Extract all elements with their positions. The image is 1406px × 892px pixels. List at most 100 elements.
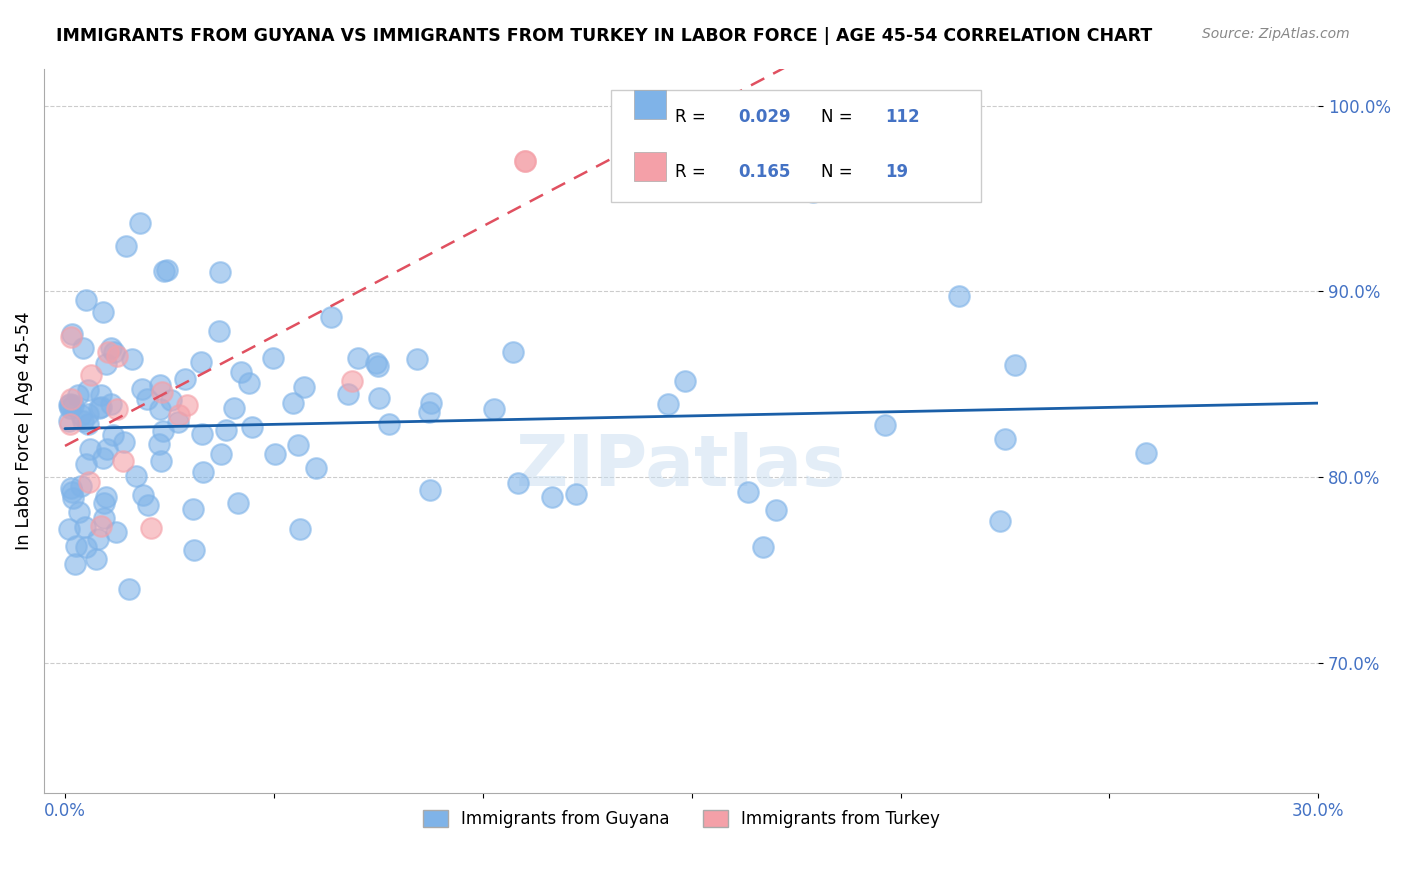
- Point: [191, 465, 214, 479]
- Point: [114, 238, 136, 252]
- Point: [149, 378, 172, 392]
- Point: [150, 454, 173, 468]
- Point: [101, 428, 124, 442]
- Point: [125, 468, 148, 483]
- Point: [77, 475, 100, 489]
- Point: [87, 533, 110, 547]
- Point: [89, 401, 111, 415]
- Point: [76, 407, 98, 421]
- FancyBboxPatch shape: [612, 90, 980, 202]
- Point: [214, 423, 236, 437]
- Point: [183, 543, 205, 558]
- Point: [305, 461, 328, 475]
- Point: [129, 216, 152, 230]
- Point: [75, 458, 97, 472]
- Point: [136, 498, 159, 512]
- Point: [160, 392, 183, 407]
- Text: IMMIGRANTS FROM GUYANA VS IMMIGRANTS FROM TURKEY IN LABOR FORCE | AGE 45-54 CORR: IMMIGRANTS FROM GUYANA VS IMMIGRANTS FRO…: [56, 27, 1153, 45]
- Point: [79, 368, 101, 383]
- Point: [59, 397, 82, 411]
- Point: [875, 417, 897, 432]
- Point: [148, 437, 170, 451]
- Point: [70, 479, 93, 493]
- Point: [948, 289, 970, 303]
- Text: 0.029: 0.029: [738, 108, 792, 127]
- Point: [292, 380, 315, 394]
- Point: [406, 351, 429, 366]
- Point: [419, 483, 441, 498]
- Point: [231, 365, 253, 379]
- Point: [336, 386, 359, 401]
- Point: [72, 341, 94, 355]
- Point: [208, 324, 231, 338]
- Point: [176, 398, 198, 412]
- Point: [287, 438, 309, 452]
- Point: [673, 374, 696, 388]
- Point: [90, 388, 112, 402]
- Point: [59, 401, 82, 415]
- Point: [208, 264, 231, 278]
- Point: [751, 540, 773, 554]
- Point: [513, 154, 536, 169]
- Point: [66, 388, 89, 402]
- Text: 19: 19: [884, 162, 908, 181]
- Point: [150, 384, 173, 399]
- Point: [368, 391, 391, 405]
- Point: [77, 417, 100, 431]
- Point: [91, 304, 114, 318]
- Point: [69, 408, 91, 422]
- Point: [59, 330, 82, 344]
- FancyBboxPatch shape: [634, 152, 666, 181]
- Point: [90, 401, 112, 415]
- Point: [765, 502, 787, 516]
- Point: [238, 376, 260, 391]
- Y-axis label: In Labor Force | Age 45-54: In Labor Force | Age 45-54: [15, 311, 32, 549]
- Text: 112: 112: [884, 108, 920, 127]
- Point: [152, 424, 174, 438]
- Point: [167, 408, 190, 422]
- Point: [513, 154, 536, 169]
- Point: [62, 491, 84, 505]
- Point: [112, 454, 135, 468]
- Point: [139, 521, 162, 535]
- Point: [190, 427, 212, 442]
- Point: [565, 486, 588, 500]
- Point: [156, 262, 179, 277]
- Point: [72, 414, 94, 428]
- Point: [58, 398, 80, 412]
- Point: [367, 359, 389, 373]
- Point: [105, 349, 128, 363]
- Point: [378, 417, 401, 432]
- Point: [541, 490, 564, 504]
- Point: [340, 375, 363, 389]
- Point: [262, 351, 284, 365]
- Point: [112, 435, 135, 450]
- Point: [79, 442, 101, 456]
- Text: 0.165: 0.165: [738, 162, 792, 181]
- Point: [93, 496, 115, 510]
- Point: [149, 402, 172, 417]
- Text: N =: N =: [821, 108, 858, 127]
- Point: [131, 488, 153, 502]
- Point: [77, 383, 100, 397]
- Legend: Immigrants from Guyana, Immigrants from Turkey: Immigrants from Guyana, Immigrants from …: [416, 804, 946, 835]
- Point: [224, 401, 246, 415]
- Point: [209, 447, 232, 461]
- Point: [100, 397, 122, 411]
- Text: ZIPatlas: ZIPatlas: [516, 433, 846, 501]
- Point: [153, 263, 176, 277]
- Point: [364, 355, 387, 369]
- Point: [73, 520, 96, 534]
- Point: [103, 345, 125, 359]
- Point: [281, 396, 304, 410]
- Point: [105, 525, 128, 540]
- Point: [94, 357, 117, 371]
- Point: [93, 510, 115, 524]
- Point: [482, 402, 505, 417]
- Point: [75, 541, 97, 555]
- Point: [67, 505, 90, 519]
- Point: [226, 496, 249, 510]
- Point: [84, 551, 107, 566]
- FancyBboxPatch shape: [634, 90, 666, 120]
- Point: [347, 351, 370, 365]
